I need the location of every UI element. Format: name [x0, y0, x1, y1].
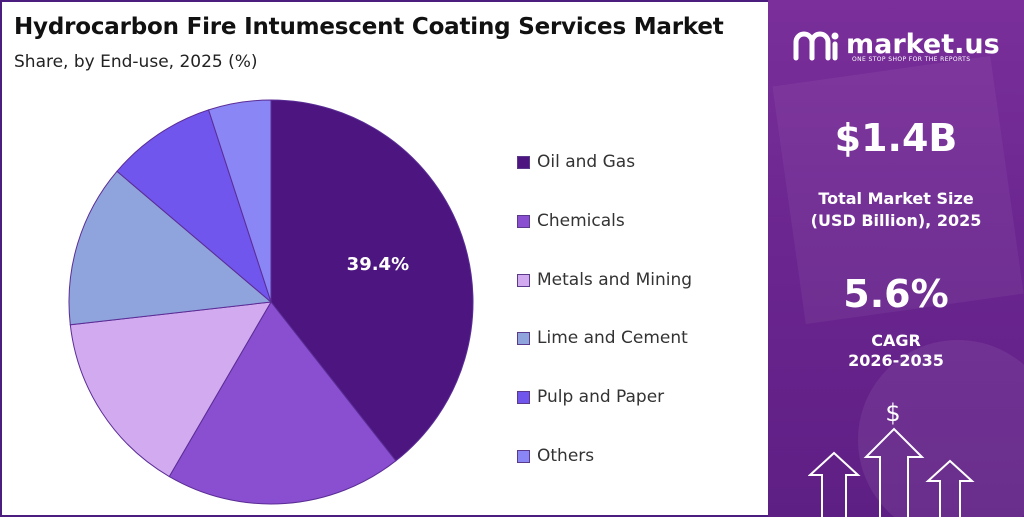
pie-slice-others: [207, 99, 272, 303]
market-size-value: $1.4B: [834, 116, 958, 160]
legend-label: Others: [537, 446, 595, 466]
pie-data-label-oil-and-gas: 39.4%: [347, 254, 409, 275]
chart-title: Hydrocarbon Fire Intumescent Coating Ser…: [14, 14, 724, 40]
pie-slice-metals-and-mining: [69, 301, 272, 478]
legend-label: Lime and Cement: [537, 328, 688, 348]
market-size-label-line1: Total Market Size: [818, 189, 974, 208]
legend-swatch: [517, 449, 530, 463]
legend-swatch: [517, 273, 530, 287]
cagr-label-line2: 2026-2035: [848, 351, 944, 370]
brand: market.us: [792, 28, 1000, 62]
pie-slice-oil-and-gas: [270, 99, 474, 462]
legend-label: Oil and Gas: [537, 152, 636, 172]
legend-item-oil-and-gas: Oil and Gas: [517, 150, 635, 174]
pie-chart: 39.4%: [68, 99, 474, 505]
summary-panel: market.us ONE STOP SHOP FOR THE REPORTS …: [768, 0, 1024, 517]
legend-swatch: [517, 214, 530, 228]
pie-slice-pulp-and-paper: [116, 109, 273, 304]
legend-swatch: [517, 155, 530, 169]
market-size-label-line2: (USD Billion), 2025: [810, 211, 982, 230]
legend-label: Chemicals: [537, 211, 625, 231]
legend-swatch: [517, 390, 530, 404]
growth-arrows-icon: $: [808, 399, 975, 517]
legend-label: Metals and Mining: [537, 270, 693, 290]
pie-slice-chemicals: [168, 301, 397, 505]
legend-label: Pulp and Paper: [537, 387, 665, 407]
pie-slice-lime-and-cement: [68, 170, 273, 326]
brand-tagline: ONE STOP SHOP FOR THE REPORTS: [852, 56, 971, 63]
chart-subtitle: Share, by End-use, 2025 (%): [14, 52, 258, 72]
chart-panel: Hydrocarbon Fire Intumescent Coating Ser…: [0, 0, 768, 517]
cagr-value: 5.6%: [843, 272, 949, 316]
legend-item-metals-and-mining: Metals and Mining: [517, 268, 692, 292]
dollar-icon: $: [885, 399, 900, 427]
legend-item-lime-and-cement: Lime and Cement: [517, 326, 688, 350]
market-us-logo-icon: [793, 31, 839, 61]
legend-item-chemicals: Chemicals: [517, 209, 625, 233]
legend-swatch: [517, 331, 530, 345]
brand-name: market.us: [846, 29, 1000, 60]
legend-item-pulp-and-paper: Pulp and Paper: [517, 385, 664, 409]
cagr-label-line1: CAGR: [871, 331, 921, 350]
legend-item-others: Others: [517, 444, 594, 468]
